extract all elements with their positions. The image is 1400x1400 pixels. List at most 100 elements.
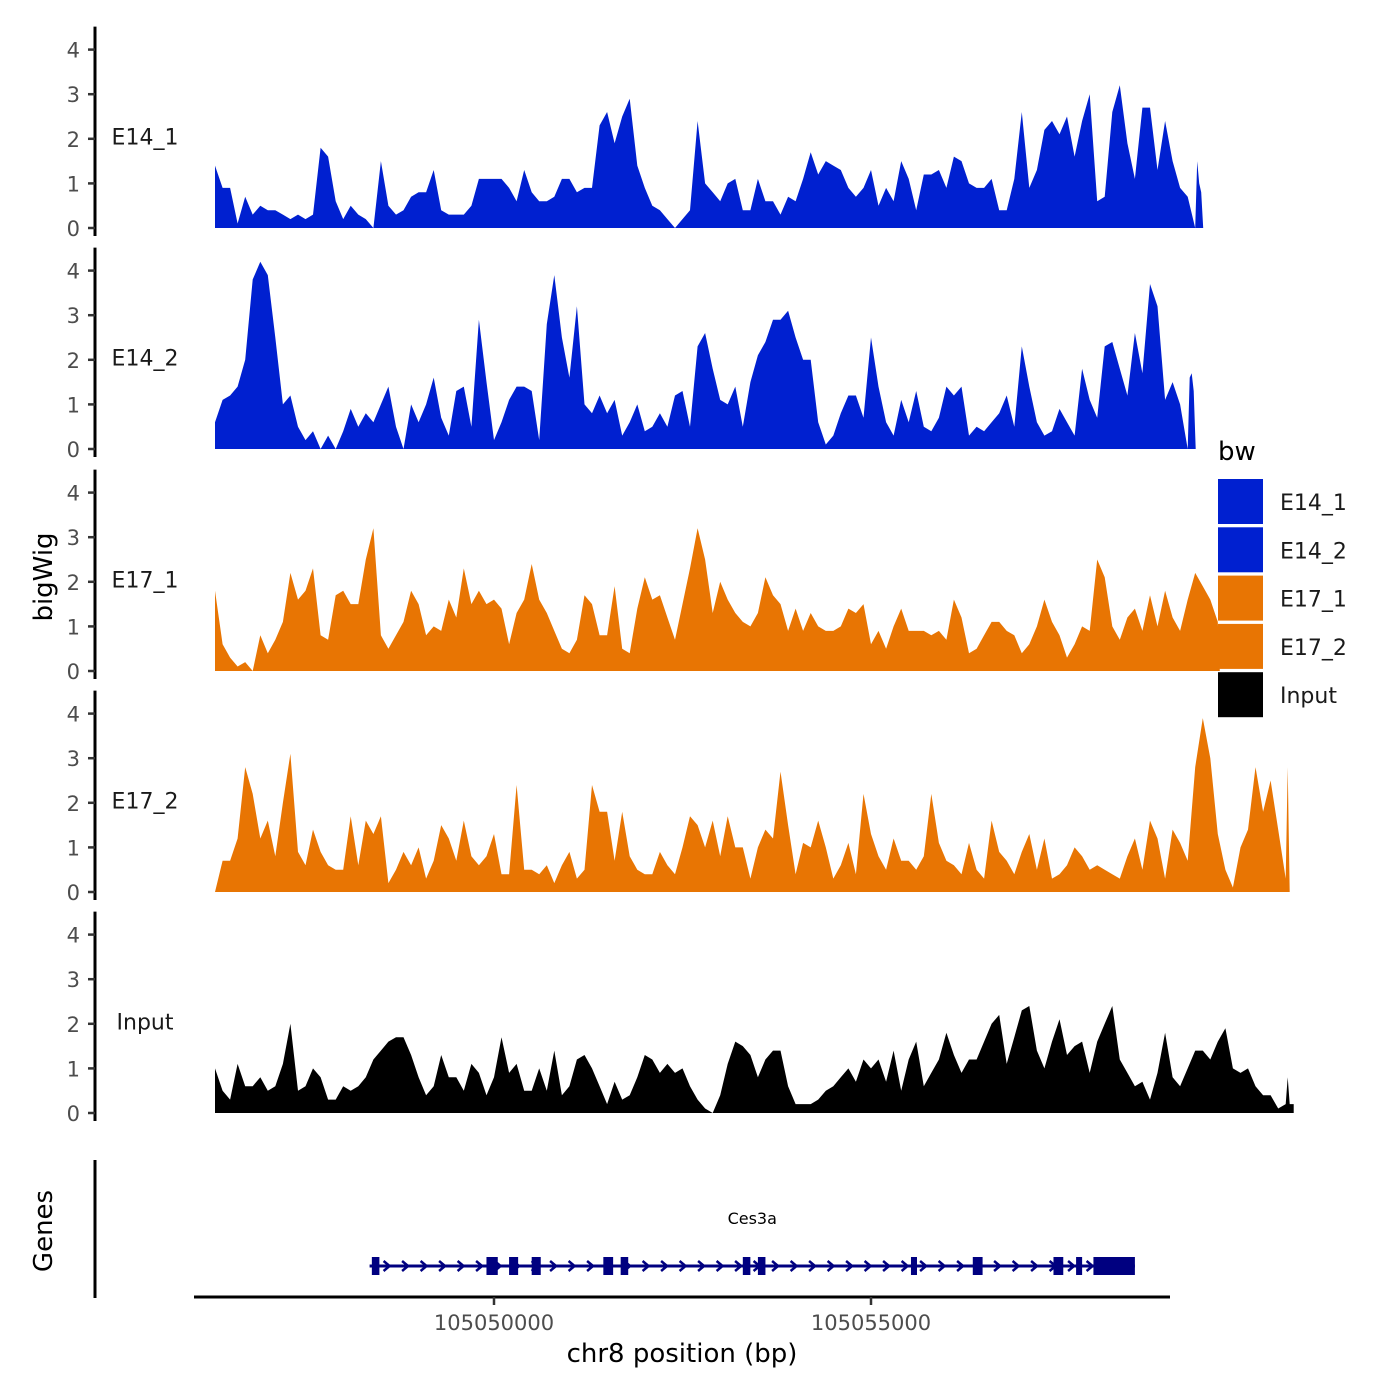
signal-area-E17_1 bbox=[215, 528, 1220, 671]
legend-item-E17_2: E17_2 bbox=[1218, 623, 1347, 669]
strand-arrow bbox=[734, 1260, 744, 1272]
gene-exon bbox=[603, 1257, 614, 1275]
y-tick-label: 0 bbox=[67, 660, 80, 684]
y-tick-label: 4 bbox=[67, 39, 80, 63]
strand-arrow bbox=[678, 1260, 688, 1272]
gene-exon bbox=[972, 1257, 983, 1275]
gene-name-label: Ces3a bbox=[728, 1209, 777, 1228]
track-E17_1: 0 1 2 3 4 E17_1 bbox=[67, 469, 1220, 684]
gene-exon bbox=[531, 1257, 541, 1275]
strand-arrow bbox=[882, 1260, 892, 1272]
strand-arrow bbox=[641, 1260, 651, 1272]
strand-arrow bbox=[1067, 1260, 1077, 1272]
y-tick-label: 0 bbox=[67, 1102, 80, 1126]
y-tick-label: 2 bbox=[67, 128, 80, 152]
track-E17_2: 0 1 2 3 4 E17_2 bbox=[67, 690, 1290, 905]
strand-arrow bbox=[401, 1260, 411, 1272]
gene-exon bbox=[1053, 1257, 1064, 1275]
legend-swatch bbox=[1218, 623, 1263, 669]
track-label: E14_2 bbox=[112, 347, 179, 372]
strand-arrow bbox=[863, 1260, 873, 1272]
y-tick-label: 3 bbox=[67, 968, 80, 992]
strand-arrow bbox=[826, 1260, 836, 1272]
legend: E14_1 E14_2 E17_1 E17_2 Input bbox=[1218, 479, 1347, 718]
strand-arrow bbox=[845, 1260, 855, 1272]
y-tick-label: 1 bbox=[67, 393, 80, 417]
strand-arrow bbox=[789, 1260, 799, 1272]
y-tick-label: 3 bbox=[67, 747, 80, 771]
signal-area-E14_1 bbox=[215, 85, 1204, 228]
signal-area-Input bbox=[215, 1006, 1294, 1113]
legend-item-E17_1: E17_1 bbox=[1218, 575, 1347, 621]
strand-arrow bbox=[808, 1260, 818, 1272]
strand-arrow bbox=[549, 1260, 559, 1272]
y-tick-label: 3 bbox=[67, 304, 80, 328]
y-tick-label: 2 bbox=[67, 571, 80, 595]
track-E14_2: 0 1 2 3 4 E14_2 bbox=[67, 247, 1196, 462]
strand-arrow bbox=[771, 1260, 781, 1272]
track-label: Input bbox=[117, 1011, 174, 1036]
y-tick-label: 0 bbox=[67, 217, 80, 241]
gene-exon bbox=[486, 1257, 498, 1275]
y-tick-label: 4 bbox=[67, 924, 80, 948]
strand-arrow bbox=[1011, 1260, 1021, 1272]
legend-swatch bbox=[1218, 672, 1263, 718]
track-E14_1: 0 1 2 3 4 E14_1 bbox=[67, 26, 1204, 241]
y-tick-label: 2 bbox=[67, 1013, 80, 1037]
legend-item-E14_2: E14_2 bbox=[1218, 527, 1347, 573]
x-tick-label: 105050000 bbox=[434, 1311, 554, 1335]
strand-arrow bbox=[456, 1260, 466, 1272]
track-label: E17_1 bbox=[112, 569, 179, 594]
gene-exon bbox=[1093, 1257, 1135, 1275]
strand-arrow bbox=[900, 1260, 910, 1272]
gene-exon bbox=[509, 1257, 519, 1275]
legend-label: E14_2 bbox=[1280, 539, 1347, 564]
legend-title: bw bbox=[1218, 437, 1256, 467]
gene-exon bbox=[742, 1257, 751, 1275]
y-tick-label: 2 bbox=[67, 792, 80, 816]
strand-arrow bbox=[993, 1260, 1003, 1272]
legend-item-Input: Input bbox=[1218, 672, 1337, 718]
legend-label: E17_1 bbox=[1280, 588, 1347, 613]
gene-exon bbox=[620, 1257, 629, 1275]
strand-arrow bbox=[937, 1260, 947, 1272]
strand-arrow bbox=[697, 1260, 707, 1272]
legend-swatch bbox=[1218, 527, 1263, 573]
strand-arrow bbox=[438, 1260, 448, 1272]
signal-area-E17_2 bbox=[215, 718, 1290, 892]
y-tick-label: 3 bbox=[67, 526, 80, 550]
strand-arrow bbox=[660, 1260, 670, 1272]
gene-exon bbox=[1076, 1257, 1083, 1275]
legend-label: Input bbox=[1280, 684, 1337, 709]
strand-arrow bbox=[1030, 1260, 1040, 1272]
y-tick-label: 0 bbox=[67, 438, 80, 462]
strand-arrow bbox=[586, 1260, 596, 1272]
y-tick-label: 4 bbox=[67, 260, 80, 284]
genes-axis-title: Genes bbox=[29, 1190, 59, 1272]
legend-label: E17_2 bbox=[1280, 636, 1347, 661]
y-tick-label: 4 bbox=[67, 703, 80, 727]
x-tick-label: 105055000 bbox=[811, 1311, 931, 1335]
signal-area-E14_2 bbox=[215, 261, 1196, 449]
strand-arrow bbox=[919, 1260, 929, 1272]
strand-arrow bbox=[715, 1260, 725, 1272]
track-Input: 0 1 2 3 4 Input bbox=[67, 911, 1294, 1126]
legend-item-E14_1: E14_1 bbox=[1218, 479, 1347, 524]
tracks-layer: 0 1 2 3 4 E14_1 0 1 2 3 4 E14_2 0 1 2 3 4 E17_1 0 1 2 3 4 E17_2… bbox=[67, 26, 1294, 1126]
gene-track: 105050000 105055000 Ces3a bbox=[93, 1160, 1170, 1335]
y-tick-label: 0 bbox=[67, 881, 80, 905]
strand-arrow bbox=[956, 1260, 966, 1272]
gene-exon bbox=[371, 1257, 380, 1275]
strand-arrow bbox=[419, 1260, 429, 1272]
strand-arrow bbox=[382, 1260, 392, 1272]
legend-swatch bbox=[1218, 575, 1263, 621]
y-tick-label: 1 bbox=[67, 1057, 80, 1081]
y-tick-label: 1 bbox=[67, 615, 80, 639]
y-tick-label: 4 bbox=[67, 482, 80, 506]
gene-exon bbox=[757, 1257, 766, 1275]
gene-exon bbox=[910, 1257, 917, 1275]
legend-label: E14_1 bbox=[1280, 491, 1347, 516]
legend-swatch bbox=[1218, 479, 1263, 524]
y-tick-label: 1 bbox=[67, 172, 80, 196]
